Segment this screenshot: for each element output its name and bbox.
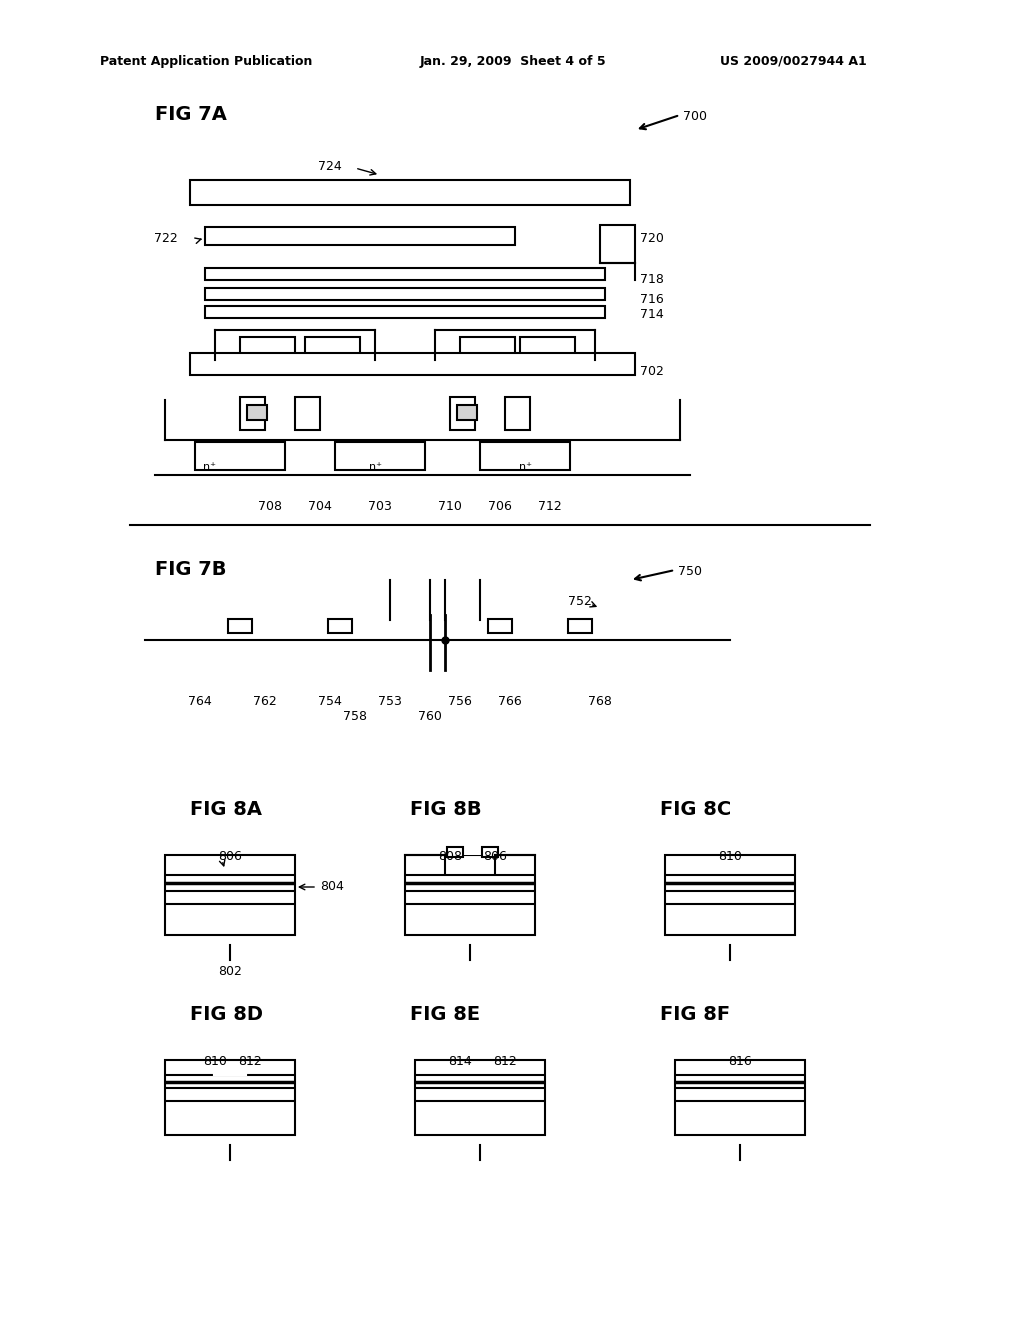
Text: FIG 8B: FIG 8B — [410, 800, 481, 818]
FancyBboxPatch shape — [450, 397, 475, 430]
Text: 753: 753 — [378, 696, 402, 708]
Text: 706: 706 — [488, 500, 512, 513]
FancyBboxPatch shape — [600, 224, 635, 263]
Text: FIG 8E: FIG 8E — [410, 1005, 480, 1024]
Text: 812: 812 — [494, 1055, 517, 1068]
Text: 703: 703 — [368, 500, 392, 513]
Text: 720: 720 — [640, 232, 664, 246]
Text: 750: 750 — [678, 565, 702, 578]
Text: 804: 804 — [319, 880, 344, 894]
Text: 756: 756 — [449, 696, 472, 708]
Text: FIG 8D: FIG 8D — [190, 1005, 263, 1024]
FancyBboxPatch shape — [247, 405, 267, 420]
Text: 808: 808 — [438, 850, 462, 863]
FancyBboxPatch shape — [205, 306, 605, 318]
Text: 700: 700 — [683, 110, 707, 123]
Text: Jan. 29, 2009  Sheet 4 of 5: Jan. 29, 2009 Sheet 4 of 5 — [420, 55, 606, 69]
Text: 816: 816 — [728, 1055, 752, 1068]
Text: n⁺: n⁺ — [518, 462, 531, 473]
Text: 710: 710 — [438, 500, 462, 513]
Text: FIG 8F: FIG 8F — [660, 1005, 730, 1024]
FancyBboxPatch shape — [205, 288, 605, 300]
Text: 758: 758 — [343, 710, 367, 723]
Text: 762: 762 — [253, 696, 276, 708]
Bar — [406, 855, 535, 935]
Text: FIG 8C: FIG 8C — [660, 800, 731, 818]
Text: n⁺: n⁺ — [204, 462, 216, 473]
Text: n⁺: n⁺ — [369, 462, 382, 473]
Text: 718: 718 — [640, 273, 664, 286]
Text: 768: 768 — [588, 696, 612, 708]
Text: 702: 702 — [640, 366, 664, 378]
FancyBboxPatch shape — [190, 352, 635, 375]
Text: 806: 806 — [218, 850, 242, 863]
Text: 708: 708 — [258, 500, 282, 513]
FancyBboxPatch shape — [205, 268, 605, 280]
Text: 806: 806 — [483, 850, 507, 863]
Text: 760: 760 — [418, 710, 442, 723]
Bar — [415, 1060, 545, 1135]
FancyBboxPatch shape — [505, 397, 530, 430]
FancyBboxPatch shape — [460, 337, 515, 355]
FancyBboxPatch shape — [480, 442, 570, 470]
Text: 704: 704 — [308, 500, 332, 513]
Text: 766: 766 — [498, 696, 522, 708]
FancyBboxPatch shape — [205, 227, 515, 246]
Text: 724: 724 — [318, 160, 342, 173]
FancyBboxPatch shape — [228, 619, 252, 634]
Bar — [675, 1060, 805, 1135]
Text: US 2009/0027944 A1: US 2009/0027944 A1 — [720, 55, 866, 69]
Text: FIG 7A: FIG 7A — [155, 106, 227, 124]
Bar — [482, 847, 498, 857]
Bar — [445, 837, 495, 855]
Text: 712: 712 — [539, 500, 562, 513]
FancyBboxPatch shape — [305, 337, 360, 355]
FancyBboxPatch shape — [335, 442, 425, 470]
Text: 722: 722 — [155, 232, 178, 246]
FancyBboxPatch shape — [488, 619, 512, 634]
Text: 810: 810 — [203, 1055, 227, 1068]
Text: 810: 810 — [718, 850, 742, 863]
FancyBboxPatch shape — [195, 442, 285, 470]
Bar — [665, 855, 795, 935]
FancyBboxPatch shape — [328, 619, 352, 634]
Bar — [165, 1060, 295, 1135]
Text: FIG 8A: FIG 8A — [190, 800, 262, 818]
Text: 714: 714 — [640, 308, 664, 321]
Text: 814: 814 — [449, 1055, 472, 1068]
Text: 812: 812 — [239, 1055, 262, 1068]
FancyBboxPatch shape — [568, 619, 592, 634]
FancyBboxPatch shape — [240, 397, 265, 430]
Text: 754: 754 — [318, 696, 342, 708]
Text: 764: 764 — [188, 696, 212, 708]
Text: FIG 7B: FIG 7B — [155, 560, 226, 579]
Text: Patent Application Publication: Patent Application Publication — [100, 55, 312, 69]
Text: 802: 802 — [218, 965, 242, 978]
FancyBboxPatch shape — [295, 397, 319, 430]
FancyBboxPatch shape — [457, 405, 477, 420]
Bar — [165, 855, 295, 935]
Text: 716: 716 — [640, 293, 664, 306]
FancyBboxPatch shape — [520, 337, 575, 355]
Text: 752: 752 — [568, 595, 592, 609]
FancyBboxPatch shape — [190, 180, 630, 205]
Bar — [447, 847, 463, 857]
FancyBboxPatch shape — [240, 337, 295, 355]
